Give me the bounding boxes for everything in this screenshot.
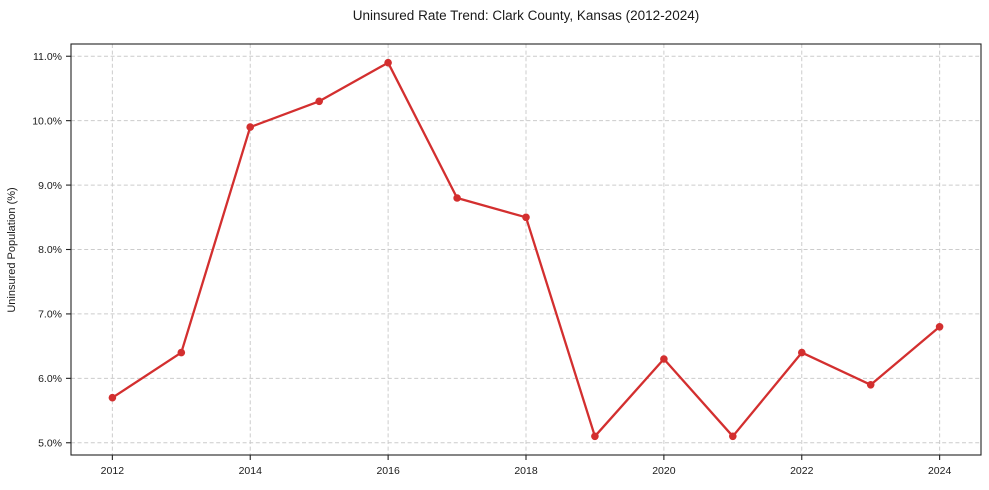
y-tick-label: 6.0%: [38, 373, 62, 385]
y-tick-label: 9.0%: [38, 180, 62, 192]
y-tick-label: 8.0%: [38, 244, 62, 256]
data-point-marker: [315, 97, 324, 106]
data-point-marker: [935, 323, 944, 331]
data-point-marker: [591, 432, 599, 441]
x-tick-label: 2016: [376, 465, 400, 477]
data-point-marker: [177, 348, 186, 357]
data-point-marker: [453, 194, 461, 202]
y-tick-label: 5.0%: [38, 437, 62, 449]
data-series: [108, 58, 944, 441]
tick-labels: 5.0% 6.0% 7.0% 8.0% 9.0% 10.0% 11.0% 2012 2014 20…: [32, 51, 951, 477]
x-tick-label: 2020: [652, 465, 676, 477]
data-point-marker: [866, 381, 875, 389]
chart-title: Uninsured Rate Trend: Clark County, Kans…: [353, 8, 699, 23]
data-point-marker: [384, 58, 392, 67]
x-tick-label: 2012: [101, 465, 125, 477]
y-axis-label: Uninsured Population (%): [6, 187, 18, 312]
x-tick-label: 2022: [790, 465, 814, 477]
y-tick-label: 11.0%: [33, 51, 62, 63]
y-tick-label: 10.0%: [32, 115, 62, 127]
data-point-marker: [660, 355, 668, 363]
gridlines: [71, 44, 981, 455]
data-point-marker: [798, 348, 806, 357]
y-tick-label: 7.0%: [38, 309, 62, 321]
x-tick-label: 2024: [928, 465, 952, 477]
data-point-marker: [246, 123, 254, 131]
data-point-marker: [108, 393, 117, 402]
x-tick-label: 2014: [239, 465, 263, 477]
x-tick-label: 2018: [514, 465, 538, 477]
data-point-marker: [522, 213, 530, 222]
data-point-marker: [729, 432, 737, 441]
axis-ticks: [66, 55, 941, 460]
plot-border: [70, 43, 982, 456]
